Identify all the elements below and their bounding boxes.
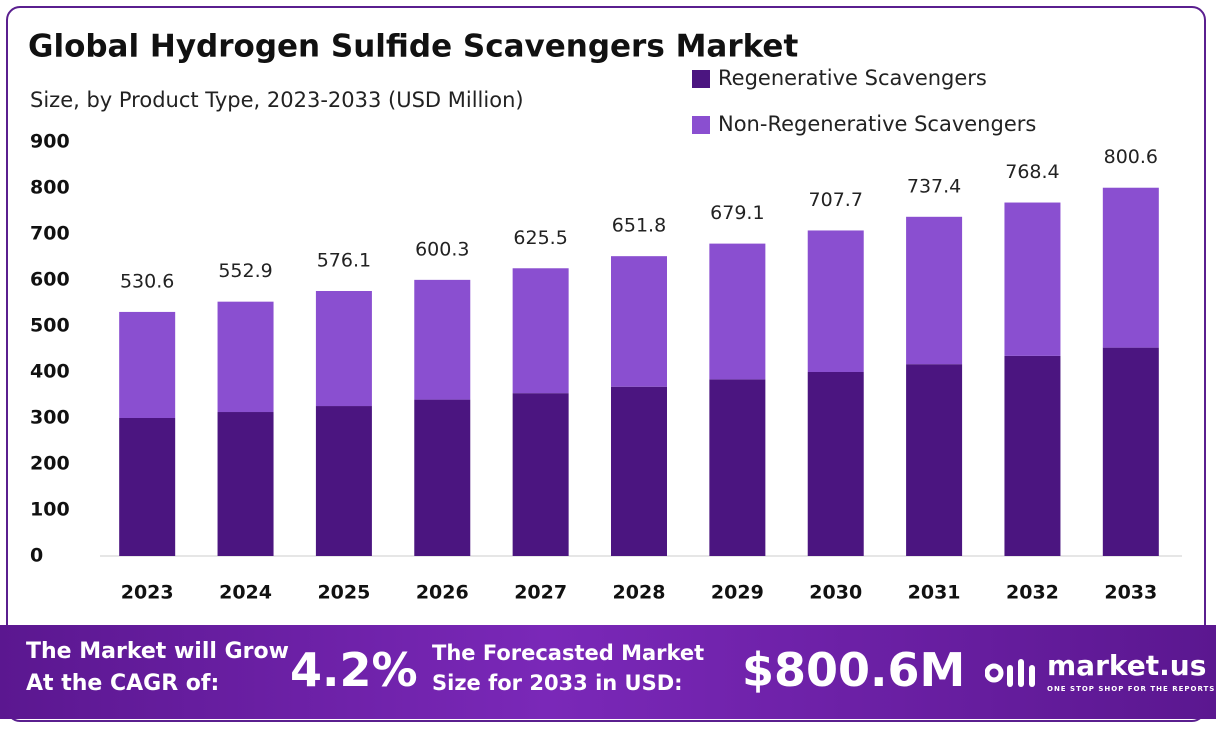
- total-label: 552.9: [218, 260, 272, 282]
- forecast-value: $800.6M: [742, 643, 966, 697]
- legend-label: Non-Regenerative Scavengers: [718, 112, 1036, 136]
- bar-segment: [807, 372, 864, 556]
- bar-segment: [414, 399, 471, 556]
- brand-name: market.us: [1047, 649, 1207, 682]
- x-tick-label: 2026: [416, 582, 469, 604]
- x-tick-label: 2024: [219, 582, 272, 604]
- bar-segment: [709, 243, 766, 380]
- total-label: 651.8: [612, 215, 666, 237]
- bar-segment: [315, 290, 372, 407]
- total-label: 768.4: [1005, 161, 1059, 183]
- frame: [6, 6, 1206, 722]
- y-tick-label: 400: [30, 361, 70, 383]
- total-label: 600.3: [415, 238, 469, 260]
- y-tick-label: 700: [30, 223, 70, 245]
- bar-segment: [315, 406, 372, 556]
- brand-tagline: ONE STOP SHOP FOR THE REPORTS: [1047, 685, 1216, 693]
- footer: The Market will Grow At the CAGR of: 4.2…: [0, 625, 1216, 719]
- total-label: 707.7: [809, 189, 863, 211]
- bar-segment: [807, 230, 864, 372]
- x-tick-label: 2031: [908, 582, 961, 604]
- bar-segment: [512, 393, 569, 556]
- bar-segment: [119, 311, 176, 418]
- bar-segment: [611, 386, 667, 556]
- bar-segment: [1004, 355, 1061, 556]
- forecast-text: The Forecasted Market: [432, 641, 705, 665]
- total-label: 576.1: [317, 249, 371, 271]
- bar-segment: [906, 364, 963, 556]
- bar-segment: [512, 268, 569, 394]
- bar-segment: [414, 279, 471, 400]
- forecast-text: Size for 2033 in USD:: [432, 671, 683, 695]
- chart-subtitle: Size, by Product Type, 2023-2033 (USD Mi…: [30, 88, 524, 112]
- total-label: 679.1: [710, 202, 764, 224]
- legend-swatch: [692, 116, 710, 134]
- chart-title: Global Hydrogen Sulfide Scavengers Marke…: [28, 29, 798, 65]
- cagr-value: 4.2%: [290, 643, 418, 697]
- total-label: 625.5: [513, 227, 567, 249]
- brand-logo: [985, 659, 1035, 687]
- x-tick-label: 2025: [317, 582, 370, 604]
- y-tick-label: 900: [30, 131, 70, 153]
- x-tick-label: 2029: [711, 582, 764, 604]
- bar-segment: [709, 379, 766, 556]
- bar-segment: [217, 412, 274, 556]
- bar-segment: [217, 301, 274, 413]
- bar-segment: [1102, 347, 1159, 556]
- x-tick-label: 2033: [1104, 582, 1157, 604]
- x-tick-label: 2028: [613, 582, 666, 604]
- total-label: 737.4: [907, 175, 961, 197]
- x-tick-label: 2030: [809, 582, 862, 604]
- y-tick-label: 100: [30, 499, 70, 521]
- y-tick-label: 600: [30, 269, 70, 291]
- bar-segment: [1102, 187, 1159, 348]
- legend-label: Regenerative Scavengers: [718, 66, 987, 90]
- x-tick-label: 2023: [121, 582, 174, 604]
- x-tick-label: 2027: [514, 582, 567, 604]
- chart: Global Hydrogen Sulfide Scavengers Marke…: [28, 29, 1182, 604]
- total-label: 530.6: [120, 270, 174, 292]
- y-tick-label: 300: [30, 407, 70, 429]
- y-tick-label: 800: [30, 177, 70, 199]
- y-tick-label: 200: [30, 453, 70, 475]
- y-tick-label: 0: [30, 545, 43, 567]
- bar-segment: [119, 418, 176, 556]
- growth-text: At the CAGR of:: [26, 671, 220, 696]
- bar-segment: [1004, 202, 1061, 356]
- bar-segment: [611, 256, 667, 387]
- total-label: 800.6: [1104, 146, 1158, 168]
- y-tick-label: 500: [30, 315, 70, 337]
- x-tick-label: 2032: [1006, 582, 1059, 604]
- bar-segment: [906, 216, 963, 365]
- legend-swatch: [692, 70, 710, 88]
- growth-text: The Market will Grow: [26, 639, 289, 664]
